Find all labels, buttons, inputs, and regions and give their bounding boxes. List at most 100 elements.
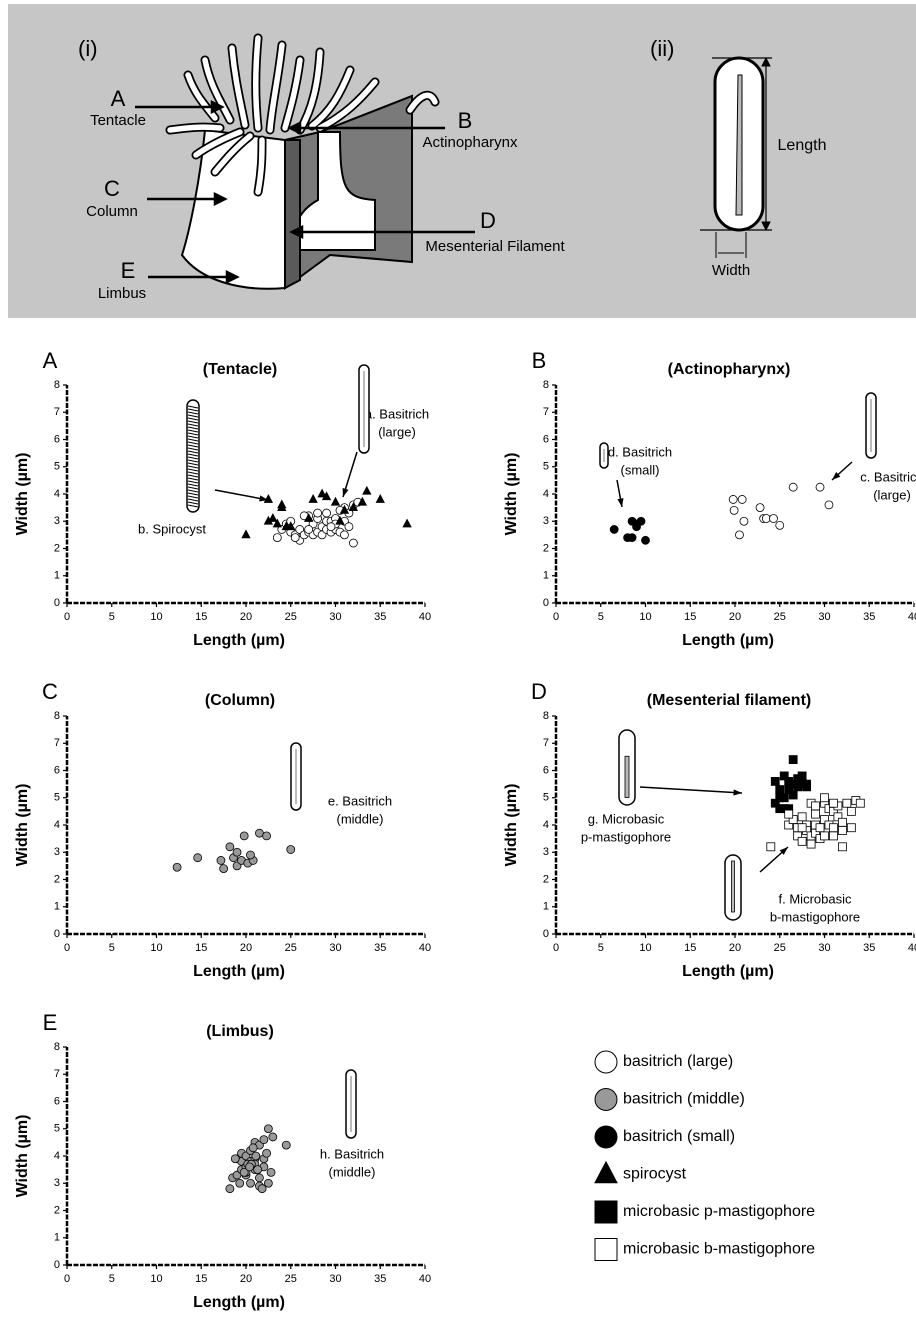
point — [785, 810, 793, 818]
point — [363, 487, 371, 495]
panel-letter: E — [43, 1010, 58, 1035]
chart-title: (Tentacle) — [203, 361, 277, 378]
figure: (i) A Tentacle B Actinopharynx C Column … — [0, 0, 916, 1320]
panel-letter: A — [43, 348, 58, 373]
legend-label: basitrich (middle) — [623, 1091, 745, 1108]
point — [269, 1133, 277, 1141]
point — [798, 824, 806, 832]
point — [729, 495, 737, 503]
x-tick-label: 25 — [774, 611, 786, 623]
point — [269, 514, 277, 522]
x-tick-label: 30 — [329, 611, 341, 623]
legend-marker — [595, 1051, 617, 1073]
point — [263, 832, 271, 840]
annotation: b-mastigophore — [770, 909, 860, 924]
y-tick-label: 0 — [543, 597, 549, 609]
point — [291, 534, 299, 542]
x-tick-label: 0 — [64, 611, 70, 623]
point — [240, 832, 248, 840]
x-axis-label: Length (µm) — [193, 632, 285, 649]
legend-marker — [595, 1201, 617, 1223]
y-tick-label: 3 — [543, 515, 549, 527]
annotation: (large) — [378, 424, 416, 439]
chart-title: (Column) — [205, 692, 275, 709]
point — [282, 1141, 290, 1149]
x-tick-label: 20 — [729, 942, 741, 954]
annotation: h. Basitrich — [320, 1146, 384, 1161]
x-tick-label: 30 — [818, 942, 830, 954]
x-tick-label: 40 — [419, 942, 431, 954]
legend-label: spirocyst — [623, 1166, 687, 1183]
tube — [732, 861, 735, 912]
panel-label: (ii) — [650, 36, 674, 61]
y-tick-label: 4 — [543, 488, 549, 500]
y-axis-label: Width (µm) — [14, 1115, 31, 1198]
point — [771, 777, 779, 785]
x-tick-label: 25 — [285, 611, 297, 623]
point — [838, 843, 846, 851]
diagram-background — [8, 4, 916, 318]
point — [231, 1155, 239, 1163]
part-letter: E — [121, 258, 136, 283]
point — [246, 1163, 254, 1171]
point — [403, 519, 411, 527]
y-tick-label: 5 — [54, 461, 60, 473]
x-tick-label: 15 — [684, 942, 696, 954]
point — [856, 799, 864, 807]
point — [246, 851, 254, 859]
x-tick-label: 15 — [195, 611, 207, 623]
point — [258, 1185, 266, 1193]
point — [776, 786, 784, 794]
y-tick-label: 7 — [543, 737, 549, 749]
y-tick-label: 8 — [54, 379, 60, 391]
x-axis-label: Length (µm) — [193, 963, 285, 980]
part-name: Actinopharynx — [422, 134, 518, 151]
annotation: (small) — [621, 462, 660, 477]
point — [798, 772, 806, 780]
point — [332, 498, 340, 506]
x-tick-label: 40 — [908, 942, 916, 954]
point — [825, 501, 833, 509]
point — [776, 521, 784, 529]
x-tick-label: 5 — [598, 611, 604, 623]
part-letter: B — [458, 108, 473, 133]
x-tick-label: 5 — [109, 611, 115, 623]
chart-title: (Actinopharynx) — [668, 361, 791, 378]
annotation: a. Basitrich — [365, 406, 429, 421]
point — [843, 799, 851, 807]
tube — [625, 756, 629, 797]
point — [767, 843, 775, 851]
x-tick-label: 0 — [553, 611, 559, 623]
x-tick-label: 5 — [598, 942, 604, 954]
legend-label: microbasic b-mastigophore — [623, 1241, 815, 1258]
x-tick-label: 0 — [64, 1273, 70, 1285]
page: (i) A Tentacle B Actinopharynx C Column … — [0, 0, 916, 1320]
y-tick-label: 7 — [543, 406, 549, 418]
x-tick-label: 30 — [329, 942, 341, 954]
y-tick-label: 7 — [54, 1068, 60, 1080]
point — [628, 534, 636, 542]
y-tick-label: 7 — [54, 406, 60, 418]
x-tick-label: 0 — [553, 942, 559, 954]
y-tick-label: 1 — [543, 570, 549, 582]
y-tick-label: 8 — [54, 710, 60, 722]
x-tick-label: 35 — [863, 611, 875, 623]
x-tick-label: 5 — [109, 1273, 115, 1285]
point — [264, 1125, 272, 1133]
y-tick-label: 5 — [54, 1123, 60, 1135]
scatter-panel: E(Limbus)Length (µm)Width (µm)0510152025… — [14, 1010, 431, 1311]
x-tick-label: 20 — [240, 611, 252, 623]
annotation: (middle) — [337, 811, 384, 826]
point — [173, 863, 181, 871]
point — [633, 520, 641, 528]
y-tick-label: 1 — [543, 901, 549, 913]
annotation: e. Basitrich — [328, 793, 392, 808]
y-tick-label: 0 — [543, 928, 549, 940]
point — [194, 854, 202, 862]
point — [735, 531, 743, 539]
y-axis-label: Width (µm) — [14, 784, 31, 867]
y-tick-label: 2 — [54, 873, 60, 885]
point — [273, 534, 281, 542]
annotation: b. Spirocyst — [138, 521, 206, 536]
